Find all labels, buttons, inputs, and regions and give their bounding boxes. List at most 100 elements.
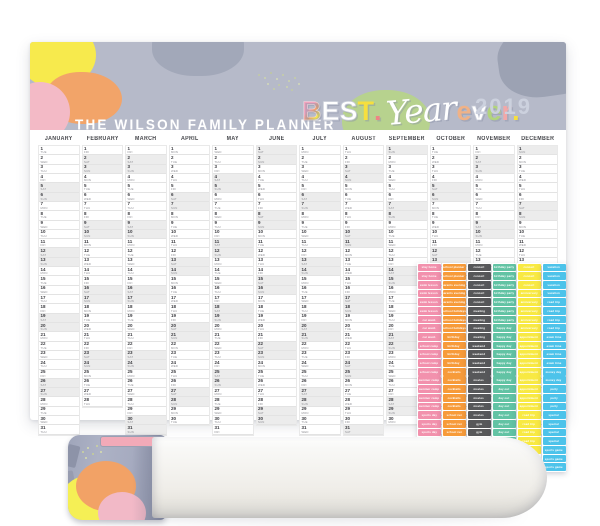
day-number: 15 <box>84 276 90 281</box>
sticker-label: birthday party <box>493 317 515 322</box>
sticker-label: happy day <box>496 378 512 383</box>
sticker: appointment <box>517 341 541 350</box>
day-cell: 24 mon <box>256 360 296 370</box>
day-number: 17 <box>214 295 220 300</box>
sticker: stay home <box>417 263 441 272</box>
sticker-label: concert <box>473 282 485 287</box>
day-cell: 29fri <box>126 406 166 417</box>
day-cell: 3 fri <box>213 164 253 174</box>
day-cell: 18 thu <box>300 304 340 314</box>
day-number: 10 <box>127 229 133 235</box>
day-abbr: wed <box>258 252 266 257</box>
day-number: 5 <box>475 183 479 188</box>
sticker: birthday party <box>492 306 516 315</box>
sticker-label: swim lesson <box>420 282 438 287</box>
day-number: 5 <box>84 183 87 188</box>
orange-sheet: school planner school planner parents even… <box>442 263 466 472</box>
day-abbr: sat <box>171 392 177 397</box>
day-number: 17 <box>40 295 46 300</box>
day-number: 4 <box>214 173 218 179</box>
sticker: concert <box>467 272 491 280</box>
sticker-label: birthday party <box>493 291 515 296</box>
sticker: birthday party <box>492 315 516 324</box>
day-number: 6 <box>214 192 218 198</box>
day-number: 9 <box>345 220 348 226</box>
day-cell: 3 sat <box>343 164 383 174</box>
sticker-label: school run <box>446 430 462 435</box>
day-cell: 2 mon <box>387 155 427 165</box>
day-number: 15 <box>388 276 394 281</box>
day-abbr: sun <box>301 271 309 276</box>
day-abbr: sat <box>301 196 308 201</box>
day-abbr: tue <box>40 345 47 350</box>
sticker: sports day <box>417 428 441 437</box>
day-abbr: wed <box>345 336 353 341</box>
sticker: movies <box>467 385 491 393</box>
day-number: 19 <box>388 313 394 319</box>
day-number: 7 <box>214 201 218 207</box>
day-number: 26 <box>388 378 394 384</box>
day-cell: 10 tue <box>517 229 557 240</box>
day-abbr: tue <box>171 289 178 294</box>
day-cell: 14thu <box>126 267 166 277</box>
day-cell: 31 fri <box>213 425 253 435</box>
day-cell: 13 thu <box>256 257 296 268</box>
month-label: SEPTEMBER <box>388 136 425 142</box>
day-cell: 4 tue <box>256 173 296 184</box>
day-abbr: mon <box>345 383 353 387</box>
day-number: 26 <box>214 378 220 384</box>
day-abbr: thu <box>40 234 47 238</box>
day-number: 8 <box>84 211 87 216</box>
day-cell: 9 fri <box>343 220 383 230</box>
day-number: 7 <box>301 201 305 207</box>
day-cell: 30 fri <box>343 416 383 426</box>
day-cell: 18fri <box>39 304 79 314</box>
sticker-label: school holidays <box>442 308 466 313</box>
day-cell: 7 sun <box>169 201 209 212</box>
day-cell: 6 fri <box>387 192 427 202</box>
sticker-label: money day <box>546 378 562 383</box>
day-number: 25 <box>258 369 264 375</box>
day-number: 23 <box>388 350 394 356</box>
day-number: 12 <box>301 248 307 254</box>
day-abbr: wed <box>40 289 48 294</box>
day-number: 22 <box>40 341 46 347</box>
day-cell: 22 sat <box>256 341 296 351</box>
sticker-label: weekend <box>472 369 486 374</box>
sticker: appointment <box>517 402 541 411</box>
day-number: 22 <box>84 341 90 347</box>
day-abbr: fri <box>258 401 264 406</box>
sticker: weekend <box>467 359 491 367</box>
day-number: 7 <box>519 201 522 207</box>
day-cell: 7 sat <box>517 201 557 212</box>
day-number: 4 <box>84 173 87 179</box>
day-cell: 7 sat <box>387 201 427 212</box>
day-number: 28 <box>40 397 46 403</box>
day-cell: 29 thu <box>343 406 383 417</box>
month-label: MAY <box>226 136 239 142</box>
month-label: AUGUST <box>351 136 376 142</box>
day-abbr: sun <box>388 150 396 155</box>
poster-tube <box>68 433 547 522</box>
day-cell: 25 thu <box>300 369 340 379</box>
day-abbr: mon <box>258 299 266 304</box>
day-cell: 27fri <box>387 388 427 398</box>
day-abbr: mon <box>388 159 396 164</box>
day-cell: 1 mon <box>300 146 340 156</box>
day-cell: 13wed <box>82 257 122 268</box>
sticker-label: cocktails <box>447 404 461 409</box>
day-cell: 23 tue <box>300 350 340 361</box>
day-number: 15 <box>258 276 264 281</box>
speckle-dots <box>258 74 260 76</box>
day-abbr: sat <box>432 252 438 257</box>
day-number: 1 <box>40 146 44 151</box>
sticker-label: meeting <box>473 317 485 322</box>
day-cell: 25wed <box>387 369 427 379</box>
day-abbr: tue <box>40 215 47 220</box>
day-abbr: sat <box>127 224 134 229</box>
day-abbr: sat <box>301 261 308 266</box>
day-number: 8 <box>258 211 261 216</box>
day-cell: 3 sun <box>82 164 122 174</box>
sticker-label: road trip <box>547 300 561 304</box>
day-abbr: sat <box>475 224 482 229</box>
